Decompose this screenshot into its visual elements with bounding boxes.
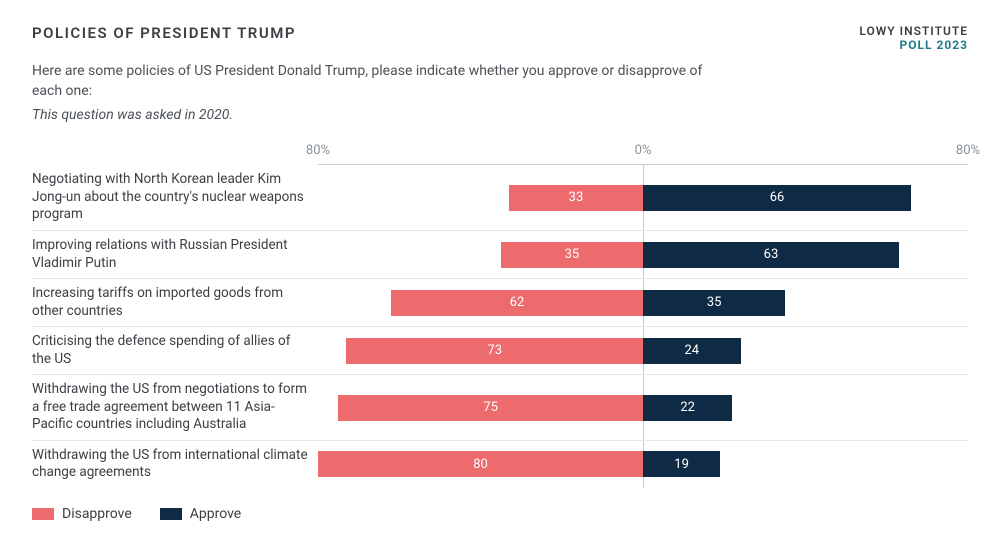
bar-disapprove: 33 <box>509 185 643 211</box>
bar-approve: 19 <box>643 451 720 477</box>
x-axis: 80%0%80% <box>318 143 968 165</box>
data-row: Negotiating with North Korean leader Kim… <box>32 165 968 231</box>
axis-tick: 80% <box>306 143 330 158</box>
row-plot: 8019 <box>318 441 968 488</box>
data-row: Withdrawing the US from international cl… <box>32 441 968 488</box>
bar-disapprove: 80 <box>318 451 643 477</box>
axis-plot-col: 80%0%80% <box>318 143 968 165</box>
note-text: This question was asked in 2020. <box>32 107 968 123</box>
axis-row: 80%0%80% <box>32 143 968 165</box>
bar-wrap: 3563 <box>318 242 968 268</box>
bar-disapprove: 62 <box>391 290 643 316</box>
header-row: POLICIES OF PRESIDENT TRUMP LOWY INSTITU… <box>32 24 968 53</box>
row-plot: 7324 <box>318 327 968 374</box>
data-row: Improving relations with Russian Preside… <box>32 231 968 279</box>
row-label: Negotiating with North Korean leader Kim… <box>32 165 318 230</box>
legend-item-approve: Approve <box>160 506 241 522</box>
legend-swatch <box>32 508 54 520</box>
bar-disapprove: 73 <box>346 338 643 364</box>
intro-text: Here are some policies of US President D… <box>32 61 712 102</box>
legend-swatch <box>160 508 182 520</box>
bar-approve: 35 <box>643 290 785 316</box>
legend: Disapprove Approve <box>32 506 968 522</box>
bar-approve: 63 <box>643 242 899 268</box>
bar-disapprove: 35 <box>501 242 643 268</box>
bar-wrap: 8019 <box>318 451 968 477</box>
bar-wrap: 7522 <box>318 395 968 421</box>
chart-container: POLICIES OF PRESIDENT TRUMP LOWY INSTITU… <box>0 0 1000 538</box>
legend-item-disapprove: Disapprove <box>32 506 132 522</box>
bar-approve: 66 <box>643 185 911 211</box>
row-label: Withdrawing the US from negotiations to … <box>32 375 318 440</box>
row-plot: 6235 <box>318 279 968 326</box>
bar-wrap: 7324 <box>318 338 968 364</box>
bar-disapprove: 75 <box>338 395 643 421</box>
bar-wrap: 6235 <box>318 290 968 316</box>
data-row: Increasing tariffs on imported goods fro… <box>32 279 968 327</box>
data-row: Withdrawing the US from negotiations to … <box>32 375 968 441</box>
row-label: Criticising the defence spending of alli… <box>32 327 318 374</box>
bar-wrap: 3366 <box>318 185 968 211</box>
chart-area: 80%0%80% Negotiating with North Korean l… <box>32 143 968 488</box>
bar-approve: 24 <box>643 338 741 364</box>
row-plot: 3366 <box>318 165 968 230</box>
rows-wrapper: Negotiating with North Korean leader Kim… <box>32 165 968 488</box>
page-title: POLICIES OF PRESIDENT TRUMP <box>32 24 296 42</box>
legend-label: Approve <box>190 506 241 522</box>
row-label: Increasing tariffs on imported goods fro… <box>32 279 318 326</box>
row-label: Improving relations with Russian Preside… <box>32 231 318 278</box>
bar-approve: 22 <box>643 395 732 421</box>
axis-tick: 80% <box>956 143 980 158</box>
brand-block: LOWY INSTITUTE POLL 2023 <box>859 24 968 53</box>
axis-tick: 0% <box>635 143 652 158</box>
data-row: Criticising the defence spending of alli… <box>32 327 968 375</box>
row-plot: 7522 <box>318 375 968 440</box>
legend-label: Disapprove <box>62 506 132 522</box>
row-plot: 3563 <box>318 231 968 278</box>
brand-line1: LOWY INSTITUTE <box>859 24 968 38</box>
brand-line2: POLL 2023 <box>859 38 968 52</box>
row-label: Withdrawing the US from international cl… <box>32 441 318 488</box>
